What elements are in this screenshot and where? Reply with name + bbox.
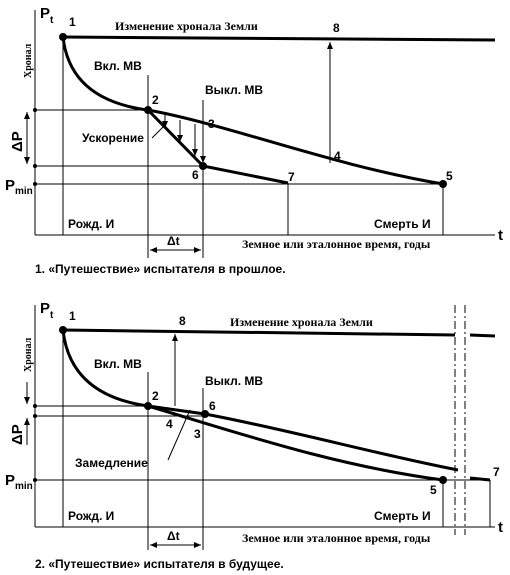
- dot: [33, 478, 37, 482]
- p-min: Pmin: [5, 472, 33, 492]
- point-label: 1: [69, 309, 76, 323]
- dot: [33, 404, 37, 408]
- point-label: 2: [152, 93, 159, 107]
- effect-label: Замедление: [75, 456, 148, 470]
- main-curve: [61, 36, 444, 186]
- p-min: Pmin: [5, 177, 33, 197]
- point-label: 4: [166, 417, 173, 431]
- dot: [33, 164, 37, 168]
- point: [439, 180, 447, 188]
- on-label: Вкл. МВ: [94, 59, 142, 73]
- point: [144, 106, 152, 114]
- point-label: 4: [334, 149, 341, 163]
- effect-label: Ускорение: [82, 131, 144, 145]
- point-label: 2: [152, 389, 159, 403]
- x-axis-label: Земное или эталонное время, годы: [242, 531, 431, 545]
- on-label: Вкл. МВ: [94, 357, 142, 371]
- earth-label: Изменение хронала Земли: [230, 315, 373, 329]
- point-label: 5: [430, 483, 437, 497]
- point-label: 7: [288, 170, 295, 184]
- point-label: 6: [209, 399, 216, 413]
- point: [59, 326, 67, 334]
- birth: Рожд. И: [68, 509, 114, 523]
- delta-p: ΔP: [9, 424, 26, 445]
- accel-path: [146, 108, 289, 185]
- point-label: 5: [446, 169, 453, 183]
- death: Смерть И: [374, 217, 431, 231]
- dot: [33, 182, 37, 186]
- point-label: 1: [69, 15, 76, 29]
- point: [439, 476, 447, 484]
- death: Смерть И: [374, 509, 431, 523]
- main-curve: [61, 329, 444, 482]
- points: [33, 33, 447, 188]
- x-letter: t: [498, 227, 503, 244]
- point: [201, 410, 209, 418]
- dot: [33, 108, 37, 112]
- point-label: 8: [333, 21, 340, 35]
- leader: [167, 409, 191, 461]
- x-axis-label: Земное или эталонное время, годы: [242, 237, 431, 251]
- point: [144, 402, 152, 410]
- off-label: Выкл. МВ: [205, 83, 263, 97]
- dot: [33, 414, 37, 418]
- point-label: 7: [493, 465, 500, 479]
- points: [33, 326, 447, 484]
- point-label: 3: [194, 427, 201, 441]
- point: [199, 162, 207, 170]
- diagram-2: Pt Хронал Изменение хронала Земли ΔP Δt …: [5, 300, 503, 571]
- diagram-1: Pt Хронал Изменение хронала Земли ΔP Δt …: [5, 5, 503, 276]
- slow-curve: [147, 404, 459, 472]
- earth-line: [469, 333, 496, 338]
- y-label: Хронал: [23, 337, 34, 372]
- earth-line: [62, 35, 496, 42]
- point: [59, 33, 67, 41]
- point-label: 8: [179, 314, 186, 328]
- x-letter: t: [498, 519, 503, 536]
- earth-label: Изменение хронала Земли: [115, 19, 258, 33]
- earth-line: [62, 328, 456, 337]
- delta-t: Δt: [167, 529, 180, 543]
- leader: [151, 124, 166, 139]
- delta-p: ΔP: [9, 131, 26, 152]
- caption: 1. «Путешествие» испытателя в прошлое.: [35, 262, 286, 276]
- y-axis-title: Pt: [40, 5, 54, 26]
- y-axis-title: Pt: [40, 300, 54, 321]
- y-label: Хронал: [23, 43, 34, 78]
- point-label: 6: [192, 168, 199, 182]
- point-label: 3: [208, 117, 215, 131]
- delta-t: Δt: [167, 234, 180, 248]
- caption: 2. «Путешествие» испытателя в будущее.: [35, 557, 284, 571]
- birth: Рожд. И: [68, 217, 114, 231]
- off-label: Выкл. МВ: [205, 374, 263, 388]
